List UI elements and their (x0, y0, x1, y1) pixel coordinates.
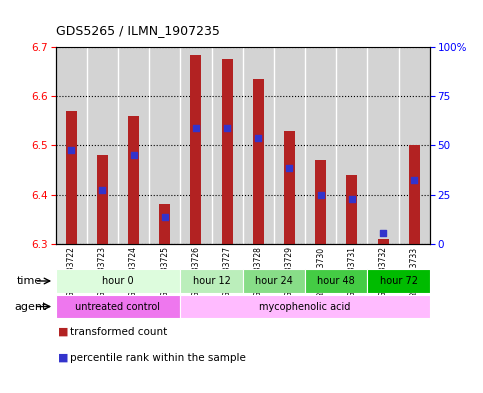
Point (285, 164, 293, 171)
Point (411, 177, 418, 183)
Text: agent: agent (14, 301, 47, 312)
Point (129, 152, 137, 158)
Point (348, 196, 356, 203)
Bar (305, 269, 368, 293)
Point (192, 125, 200, 131)
Point (67, 147, 75, 153)
Text: ■: ■ (58, 353, 69, 363)
Text: ■: ■ (58, 327, 69, 337)
Bar (149, 47, 180, 244)
Point (161, 213, 169, 220)
Bar (305, 47, 336, 244)
Bar (87, 47, 118, 244)
Point (379, 230, 387, 236)
Bar (274, 47, 305, 244)
Bar (368, 47, 398, 244)
Bar (398, 47, 430, 244)
Bar (222, 59, 233, 244)
Text: hour 48: hour 48 (317, 276, 355, 286)
Text: GDS5265 / ILMN_1907235: GDS5265 / ILMN_1907235 (56, 24, 219, 37)
Bar (305, 47, 336, 244)
Bar (128, 116, 139, 244)
Bar (378, 239, 388, 244)
Bar (87, 47, 118, 244)
Text: hour 24: hour 24 (255, 276, 293, 286)
Bar (180, 295, 430, 318)
Point (317, 191, 325, 198)
Bar (346, 175, 357, 244)
Bar (242, 47, 274, 244)
Bar (190, 55, 201, 244)
Bar (159, 204, 170, 244)
Point (223, 125, 231, 131)
Text: transformed count: transformed count (70, 327, 167, 337)
Bar (242, 269, 305, 293)
Point (255, 135, 262, 141)
Text: hour 12: hour 12 (193, 276, 230, 286)
Bar (368, 47, 398, 244)
Bar (56, 47, 87, 244)
Bar (97, 155, 108, 244)
Text: mycophenolic acid: mycophenolic acid (259, 301, 351, 312)
Bar (149, 47, 180, 244)
Bar (118, 47, 149, 244)
Bar (56, 47, 87, 244)
Bar (398, 47, 430, 244)
Bar (336, 47, 368, 244)
Bar (180, 47, 212, 244)
Point (99, 186, 106, 193)
Bar (212, 47, 242, 244)
Bar (409, 145, 420, 244)
Text: untreated control: untreated control (75, 301, 160, 312)
Bar (368, 269, 430, 293)
Text: hour 72: hour 72 (380, 276, 418, 286)
Bar (66, 111, 77, 244)
Text: time: time (17, 276, 42, 286)
Bar (212, 47, 242, 244)
Bar (284, 130, 295, 244)
Bar (274, 47, 305, 244)
Bar (253, 79, 264, 244)
Bar (180, 269, 242, 293)
Text: hour 0: hour 0 (102, 276, 134, 286)
Bar (118, 47, 149, 244)
Bar (336, 47, 368, 244)
Bar (180, 47, 212, 244)
Text: percentile rank within the sample: percentile rank within the sample (70, 353, 246, 363)
Bar (242, 47, 274, 244)
Bar (56, 295, 180, 318)
Bar (315, 160, 326, 244)
Bar (56, 269, 180, 293)
